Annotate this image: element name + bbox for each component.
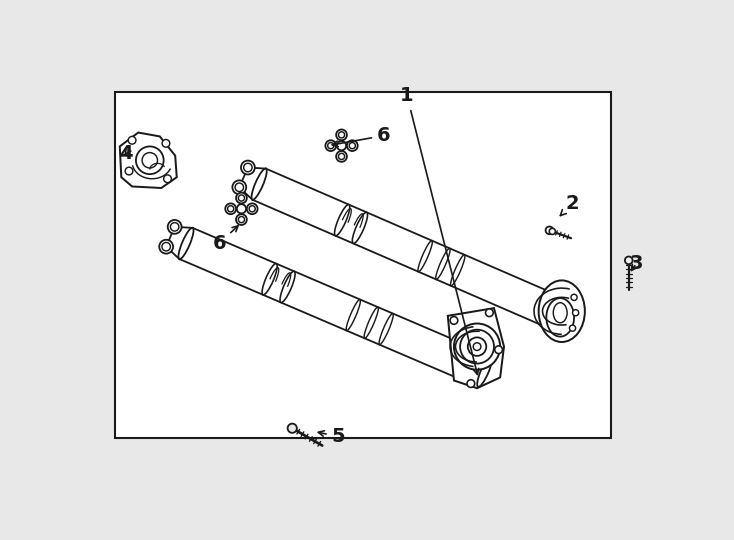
Ellipse shape — [545, 226, 553, 234]
Ellipse shape — [467, 380, 475, 387]
Polygon shape — [239, 167, 266, 200]
Polygon shape — [166, 227, 192, 259]
Ellipse shape — [553, 303, 567, 323]
Ellipse shape — [288, 423, 297, 433]
Ellipse shape — [347, 140, 357, 151]
Ellipse shape — [168, 220, 181, 234]
Ellipse shape — [477, 356, 493, 387]
Ellipse shape — [262, 264, 277, 295]
Ellipse shape — [325, 140, 336, 151]
Text: 6: 6 — [333, 126, 390, 146]
Ellipse shape — [237, 204, 246, 213]
Ellipse shape — [162, 139, 170, 147]
Text: 1: 1 — [400, 86, 479, 374]
Ellipse shape — [454, 323, 500, 370]
Ellipse shape — [418, 241, 432, 272]
Ellipse shape — [573, 309, 578, 316]
Ellipse shape — [352, 212, 368, 244]
Ellipse shape — [546, 298, 574, 336]
Ellipse shape — [451, 255, 465, 286]
Ellipse shape — [280, 271, 295, 302]
Text: 5: 5 — [319, 427, 345, 446]
Ellipse shape — [126, 167, 133, 175]
Ellipse shape — [625, 256, 633, 264]
Ellipse shape — [164, 175, 171, 183]
Ellipse shape — [241, 160, 255, 174]
Ellipse shape — [335, 205, 350, 236]
Ellipse shape — [233, 180, 246, 194]
Ellipse shape — [460, 330, 494, 363]
Ellipse shape — [236, 214, 247, 225]
Polygon shape — [120, 132, 177, 188]
Ellipse shape — [570, 325, 575, 331]
Text: 2: 2 — [560, 194, 579, 215]
Ellipse shape — [379, 313, 393, 345]
Ellipse shape — [337, 141, 346, 150]
Ellipse shape — [495, 346, 503, 354]
Ellipse shape — [571, 294, 577, 300]
Ellipse shape — [136, 146, 164, 174]
Ellipse shape — [548, 297, 563, 328]
Ellipse shape — [236, 193, 247, 204]
Text: 6: 6 — [212, 226, 238, 253]
Ellipse shape — [450, 316, 458, 325]
Polygon shape — [448, 308, 504, 388]
Ellipse shape — [336, 151, 347, 162]
Bar — [115, 92, 611, 438]
Ellipse shape — [247, 204, 258, 214]
Ellipse shape — [252, 168, 266, 200]
Text: 4: 4 — [119, 144, 133, 163]
Ellipse shape — [364, 307, 378, 338]
Ellipse shape — [473, 343, 481, 350]
Ellipse shape — [436, 248, 450, 280]
Ellipse shape — [539, 280, 585, 342]
Ellipse shape — [346, 299, 360, 330]
Ellipse shape — [336, 130, 347, 140]
Ellipse shape — [178, 228, 194, 259]
Text: 3: 3 — [630, 254, 643, 273]
Ellipse shape — [159, 240, 173, 254]
Ellipse shape — [128, 137, 136, 144]
Ellipse shape — [225, 204, 236, 214]
Ellipse shape — [468, 338, 487, 356]
Ellipse shape — [485, 309, 493, 316]
Ellipse shape — [549, 228, 556, 234]
